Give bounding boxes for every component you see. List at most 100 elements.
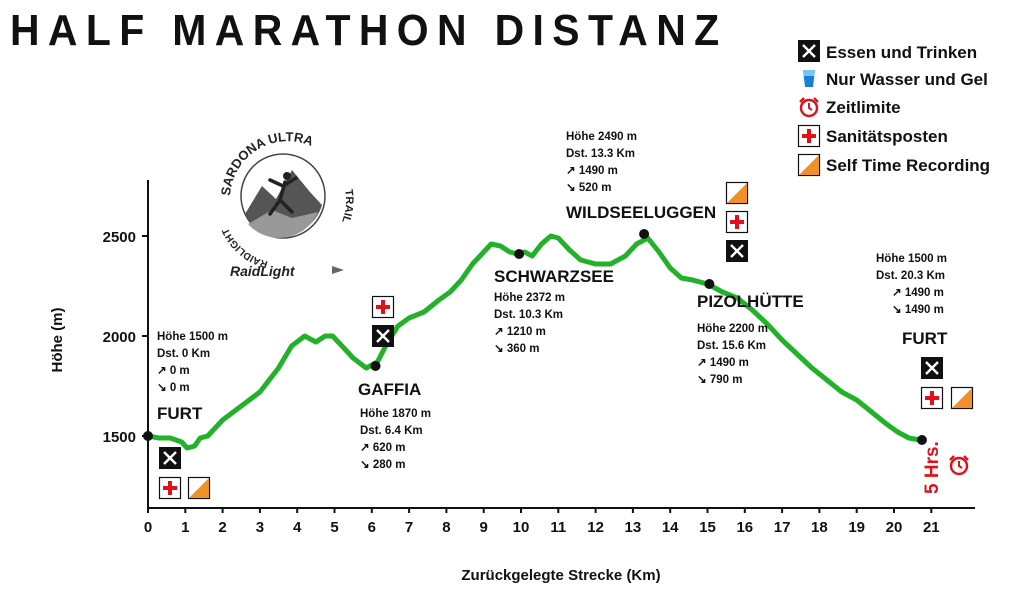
wasser-gel-icon (803, 70, 815, 87)
y-tick-label: 2500 (103, 229, 136, 246)
time-recording-icon (725, 181, 749, 205)
x-tick-label: 20 (886, 519, 903, 536)
sanitaet-icon (158, 476, 182, 500)
stat-line: ↘ 520 m (566, 182, 611, 194)
logo-text-right: TRAIL (339, 189, 355, 225)
stat-line: ↗ 620 m (360, 442, 405, 454)
x-tick-label: 6 (368, 519, 376, 536)
x-tick-label: 3 (256, 519, 264, 536)
x-tick-label: 0 (144, 519, 152, 536)
stat-line: Höhe 1500 m (157, 331, 228, 343)
x-tick-label: 18 (811, 519, 828, 536)
x-tick-label: 17 (774, 519, 791, 536)
essen-trinken-icon (724, 238, 750, 264)
x-tick-label: 16 (736, 519, 753, 536)
waypoint-marker (916, 435, 927, 445)
x-axis-title: Zurückgelegte Strecke (Km) (461, 567, 660, 584)
waypoint-marker (639, 229, 650, 239)
legend-item-label: Sanitätsposten (826, 127, 948, 146)
waypoint-marker (370, 361, 381, 371)
x-tick-label: 10 (513, 519, 530, 536)
stat-line: ↘ 0 m (157, 382, 190, 394)
stat-line: ↘ 790 m (697, 374, 742, 386)
x-tick-label: 11 (550, 519, 566, 536)
stat-line: ↘ 360 m (494, 343, 539, 355)
time-recording-icon (797, 153, 821, 177)
legend-item-label: Nur Wasser und Gel (826, 70, 988, 89)
time-recording-icon (950, 386, 974, 410)
station-icons-furt-end (919, 355, 974, 410)
x-tick-label: 7 (405, 519, 413, 536)
x-tick-label: 1 (181, 519, 189, 536)
stat-line: Dst. 10.3 Km (494, 309, 563, 321)
waypoint-label-wildseeluggen: WILDSEELUGGEN (566, 203, 716, 222)
y-tick-label: 1500 (103, 429, 136, 446)
x-tick-label: 13 (625, 519, 642, 536)
sanitaet-icon (920, 386, 944, 410)
stat-line: Höhe 2490 m (566, 131, 637, 143)
waypoint-label-gaffia: GAFFIA (358, 380, 421, 399)
waypoint-label-pizolhuette: PIZOLHÜTTE (697, 292, 804, 311)
waypoint-marker (514, 249, 525, 259)
x-tick-label: 5 (330, 519, 338, 536)
stat-line: ↗ 0 m (157, 365, 190, 377)
logo-brand: RaidLight (230, 263, 296, 279)
zeitlimite-icon (798, 96, 820, 118)
page-title: HALF MARATHON DISTANZ (10, 6, 728, 55)
stat-line: ↗ 1490 m (566, 165, 618, 177)
stats-gaffia: Höhe 1870 m Dst. 6.4 Km ↗ 620 m ↘ 280 m (360, 408, 431, 471)
svg-text:TRAIL: TRAIL (339, 189, 355, 225)
sanitaet-icon (797, 124, 821, 148)
stats-pizolhuette: Höhe 2200 m Dst. 15.6 Km ↗ 1490 m ↘ 790 … (697, 323, 768, 386)
waypoint-label-furt-end: FURT (902, 329, 948, 348)
x-tick-label: 8 (442, 519, 450, 536)
waypoint-markers (143, 229, 927, 445)
stat-line: Höhe 2372 m (494, 292, 565, 304)
essen-trinken-icon (157, 445, 183, 471)
station-icons-furt-start (157, 445, 211, 500)
station-icons-gaffia (370, 295, 396, 349)
stat-line: ↗ 1210 m (494, 326, 546, 338)
station-icons-pizolhuette (724, 181, 750, 264)
x-tick-label: 15 (699, 519, 716, 536)
stat-line: ↗ 1490 m (697, 357, 749, 369)
zeitlimite-icon (948, 454, 970, 476)
stat-line: Dst. 6.4 Km (360, 425, 423, 437)
y-axis-title: Höhe (m) (49, 308, 66, 373)
legend-item-label: Zeitlimite (826, 98, 901, 117)
x-tick-label: 14 (662, 519, 679, 536)
x-tick-label: 4 (293, 519, 302, 536)
stat-line: Dst. 15.6 Km (697, 340, 766, 352)
y-tick-label: 2000 (103, 329, 136, 346)
stat-line: Höhe 1870 m (360, 408, 431, 420)
x-tick-label: 12 (587, 519, 604, 536)
x-tick-label: 2 (218, 519, 226, 536)
x-tick-label: 19 (848, 519, 865, 536)
x-ticks: 0 1 2 3 4 5 6 7 8 9 10 11 12 13 14 15 16 17 18 19 20 21 (144, 508, 940, 536)
waypoint-label-furt-start: FURT (157, 404, 203, 423)
legend-item-label: Self Time Recording (826, 156, 990, 175)
essen-trinken-icon (796, 38, 822, 64)
elevation-profile-line (145, 233, 923, 451)
essen-trinken-icon (370, 323, 396, 349)
stat-line: ↗ 1490 m (892, 287, 944, 299)
time-recording-icon (187, 476, 211, 500)
stat-line: Höhe 1500 m (876, 253, 947, 265)
sanitaet-icon (725, 210, 749, 234)
time-limit-label: 5 Hrs. (922, 441, 943, 494)
stat-line: Höhe 2200 m (697, 323, 768, 335)
x-tick-label: 21 (923, 519, 940, 536)
stat-line: Dst. 20.3 Km (876, 270, 945, 282)
waypoint-marker (704, 279, 715, 289)
stat-line: ↘ 1490 m (892, 304, 944, 316)
legend-item-label: Essen und Trinken (826, 43, 977, 62)
y-ticks: 1500 2000 2500 (103, 229, 148, 446)
sanitaet-icon (371, 295, 395, 319)
stat-line: ↘ 280 m (360, 459, 405, 471)
x-tick-label: 9 (480, 519, 488, 536)
legend: Essen und Trinken Nur Wasser und Gel Zei… (796, 38, 990, 177)
waypoint-marker (143, 431, 153, 441)
stats-furt-start: Höhe 1500 m Dst. 0 Km ↗ 0 m ↘ 0 m (157, 331, 228, 394)
essen-trinken-icon (919, 355, 945, 381)
stats-schwarzsee: Höhe 2372 m Dst. 10.3 Km ↗ 1210 m ↘ 360 … (494, 292, 565, 355)
